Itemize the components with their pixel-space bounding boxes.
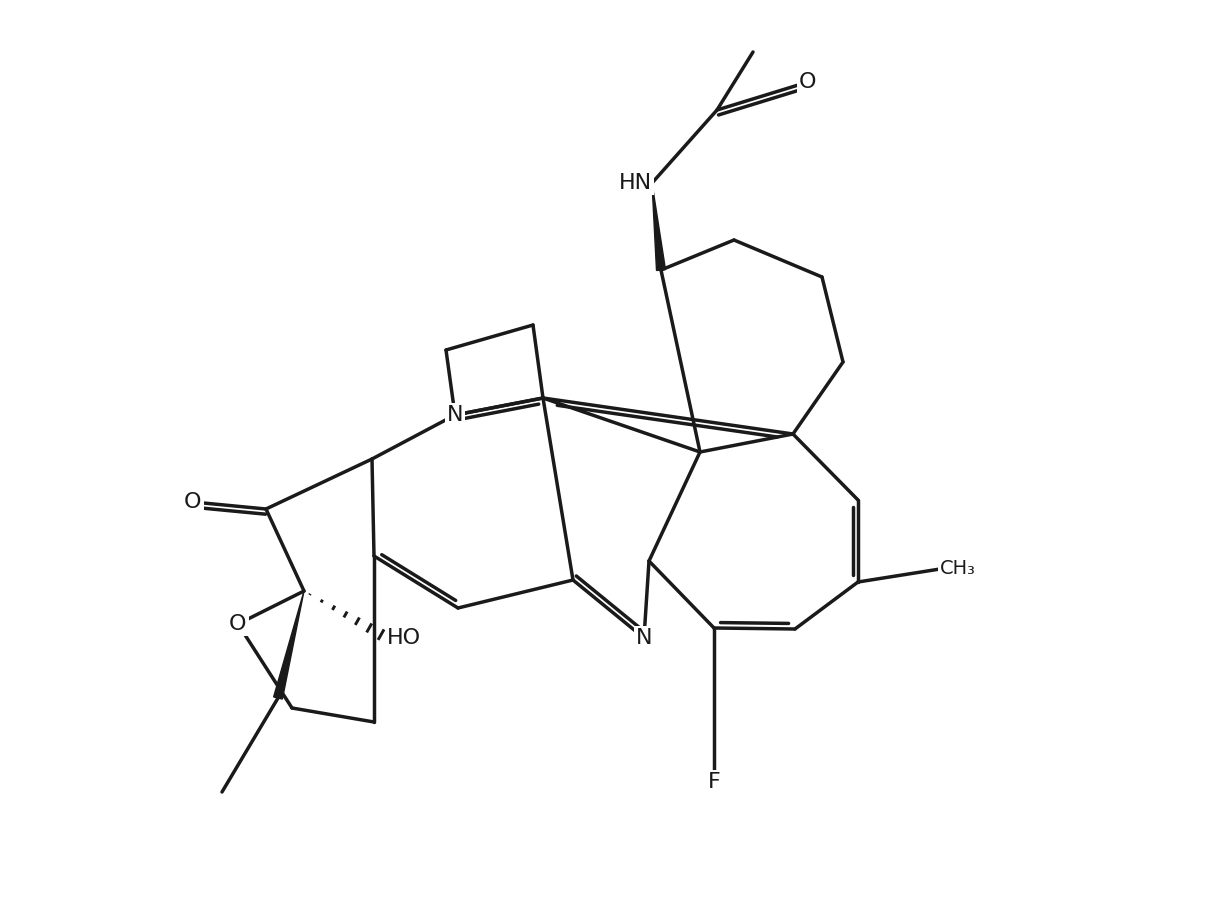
Text: HO: HO	[387, 628, 421, 648]
Polygon shape	[273, 591, 304, 699]
Text: N: N	[446, 405, 463, 425]
Text: O: O	[799, 72, 817, 92]
Text: N: N	[636, 628, 652, 648]
Text: F: F	[707, 772, 721, 792]
Text: CH₃: CH₃	[940, 559, 976, 579]
Text: HN: HN	[619, 173, 652, 193]
Text: O: O	[184, 492, 202, 512]
Polygon shape	[652, 183, 666, 271]
Text: O: O	[229, 614, 246, 634]
